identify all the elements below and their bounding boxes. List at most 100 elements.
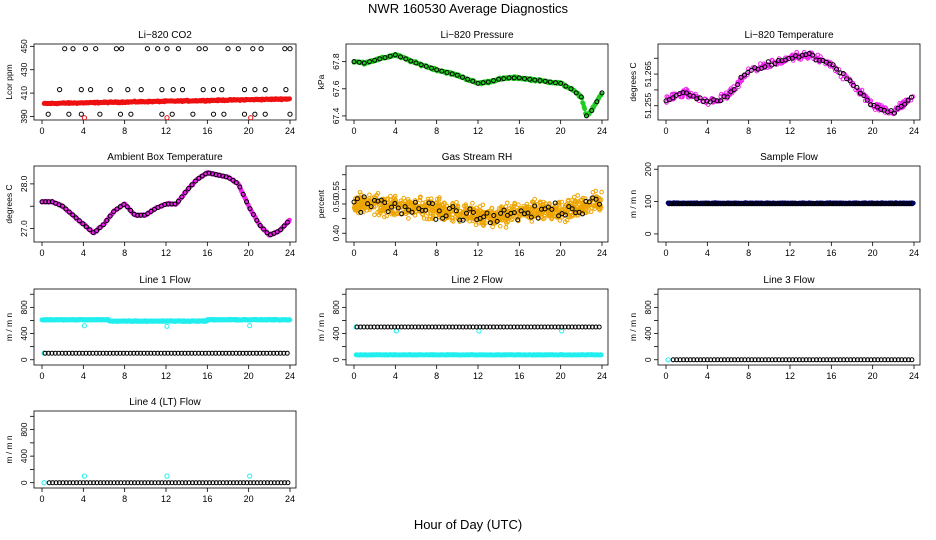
data-point: [858, 357, 864, 363]
data-point: [151, 350, 157, 356]
data-point: [817, 57, 822, 63]
data-point: [45, 111, 51, 117]
plot-frame: [345, 43, 609, 121]
data-point: [210, 480, 216, 486]
data-point: [883, 201, 889, 207]
data-point: [193, 480, 199, 486]
x-tick-label: 12: [161, 126, 171, 136]
data-point: [388, 324, 394, 330]
chart-panel-7: Line 1 Flow 0 4 8 12 16 20 24 0 400 800 m / m n: [4, 275, 297, 381]
data-point: [515, 217, 521, 223]
y-tick-label: 800: [19, 422, 29, 436]
data-point: [283, 87, 289, 93]
series-l1-black: [42, 350, 290, 356]
data-point: [772, 201, 778, 207]
data-point: [817, 357, 823, 363]
data-point: [847, 78, 853, 84]
y-tick-label: 0: [331, 357, 341, 362]
data-point: [568, 86, 574, 92]
data-point: [57, 87, 63, 93]
data-point: [384, 213, 390, 219]
data-point: [443, 324, 449, 330]
data-point: [598, 197, 604, 202]
data-point: [237, 350, 242, 356]
plot-frame: [33, 43, 297, 121]
data-point: [277, 350, 283, 356]
data-point: [701, 99, 706, 104]
data-point: [562, 219, 568, 225]
data-point: [210, 87, 217, 93]
data-point: [511, 324, 517, 330]
data-point: [265, 480, 270, 486]
data-point: [539, 211, 545, 217]
data-point: [175, 198, 181, 204]
data-point: [73, 350, 79, 356]
panel-title: Li−820 CO2: [138, 30, 192, 41]
data-point: [358, 209, 364, 215]
data-point: [665, 357, 671, 363]
panel-title: Li−820 Temperature: [744, 30, 833, 41]
data-point: [86, 350, 92, 356]
data-point: [718, 201, 724, 207]
data-point: [775, 201, 781, 207]
x-tick-label: 24: [909, 126, 919, 136]
data-point: [392, 201, 398, 206]
data-point: [433, 324, 438, 330]
x-tick-label: 4: [81, 126, 86, 136]
data-point: [172, 201, 178, 207]
data-point: [681, 357, 686, 363]
data-point: [169, 111, 175, 117]
data-point: [871, 357, 877, 363]
data-point: [852, 201, 858, 207]
data-point: [287, 317, 293, 323]
data-point: [412, 204, 417, 210]
y-axis-label: m / m n: [4, 313, 14, 342]
data-point: [375, 191, 381, 196]
data-point: [795, 201, 801, 207]
data-point: [186, 186, 192, 191]
data-point: [814, 357, 819, 363]
data-point: [46, 199, 52, 205]
data-point: [361, 199, 367, 204]
data-point: [358, 324, 363, 330]
data-point: [258, 480, 264, 486]
data-point: [418, 62, 424, 68]
data-point: [355, 204, 361, 210]
data-point: [149, 480, 154, 486]
data-point: [738, 201, 744, 207]
data-point: [74, 480, 79, 486]
data-point: [854, 357, 860, 363]
data-point: [467, 324, 473, 330]
data-point: [70, 212, 76, 218]
data-point: [423, 207, 429, 213]
data-point: [839, 201, 845, 207]
data-point: [179, 350, 184, 356]
data-point: [467, 206, 473, 212]
chart-panel-4: Ambient Box Temperature 0 4 8 12 16 20 24 27.0 28…: [4, 152, 297, 258]
data-point: [491, 324, 496, 330]
data-point: [741, 72, 747, 78]
plot-frame: [33, 288, 297, 366]
data-point: [392, 324, 398, 330]
x-tick-label: 8: [746, 126, 751, 136]
data-point: [598, 352, 604, 358]
data-point: [850, 201, 855, 207]
data-point: [100, 350, 106, 356]
data-point: [896, 201, 902, 207]
data-point: [67, 480, 73, 486]
data-point: [395, 324, 401, 330]
data-point: [233, 180, 239, 186]
data-point: [189, 350, 195, 356]
y-tick-label: 800: [331, 300, 341, 314]
data-point: [73, 215, 79, 221]
x-tick-label: 4: [705, 126, 710, 136]
data-point: [875, 201, 881, 207]
data-point: [144, 350, 150, 356]
data-point: [128, 208, 134, 213]
data-point: [744, 201, 750, 207]
chart-panel-8: Line 2 Flow 0 4 8 12 16 20 24 0 400 800 m / m n: [316, 275, 609, 381]
data-point: [409, 209, 415, 215]
data-point: [866, 98, 871, 104]
x-tick-label: 0: [351, 371, 356, 381]
data-point: [162, 480, 168, 486]
